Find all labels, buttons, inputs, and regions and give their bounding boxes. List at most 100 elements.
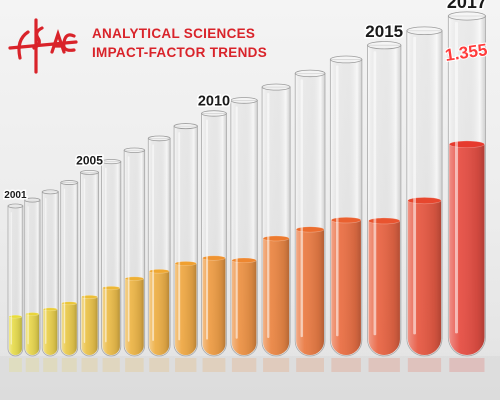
- tube-highlight-2009: [178, 132, 181, 341]
- tube-reflection-2017: [449, 358, 485, 372]
- tube-liquid-shade-2001: [9, 316, 22, 355]
- year-label-2010: 2010: [198, 93, 230, 109]
- jsac-logo: [8, 18, 78, 74]
- tube-highlight-2011: [235, 106, 238, 339]
- tube-reflection-2011: [231, 358, 257, 372]
- year-label-2015: 2015: [365, 22, 403, 41]
- tube-liquid-surface-2016: [407, 197, 442, 205]
- year-label-2017: 2017: [447, 0, 487, 12]
- tube-liquid-shade-2014: [331, 220, 361, 355]
- title-line-1: ANALYTICAL SCIENCES: [92, 26, 256, 41]
- tube-liquid-surface-2011: [231, 257, 257, 264]
- tube-liquid-shade-2012: [263, 238, 290, 355]
- tube-reflection-2004: [61, 358, 77, 372]
- tube-liquid-surface-2001: [8, 314, 23, 319]
- tube-liquid-surface-2014: [331, 217, 362, 224]
- tube-reflection-2008: [149, 358, 170, 372]
- tube-rim-2017: [447, 11, 486, 21]
- tube-rim-2015: [367, 41, 402, 50]
- tube-rim-2006: [101, 159, 122, 165]
- tube-rim-2013: [294, 69, 326, 78]
- tube-reflection-2003: [43, 358, 58, 372]
- tube-rim-2012: [261, 83, 291, 91]
- tube-highlight-2017: [455, 22, 458, 334]
- tube-reflection-2012: [263, 358, 290, 372]
- tube-rim-2011: [230, 97, 258, 104]
- tube-reflection-2015: [368, 358, 400, 372]
- tube-highlight-2006: [105, 167, 107, 343]
- tube-liquid-surface-2012: [262, 235, 290, 242]
- tube-rim-2008: [147, 135, 171, 142]
- tube-reflection-2016: [407, 358, 442, 372]
- tube-highlight-2005: [83, 178, 86, 343]
- tube-reflection-2001: [9, 358, 22, 372]
- tube-rim-2001: [7, 203, 24, 209]
- tube-rim-2016: [406, 26, 443, 36]
- tube-highlight-2007: [127, 156, 130, 342]
- tube-liquid-shade-2006: [102, 288, 120, 355]
- tube-liquid-surface-2009: [174, 261, 197, 266]
- brand-header: ANALYTICAL SCIENCES IMPACT-FACTOR TRENDS: [6, 14, 267, 76]
- tube-highlight-2012: [267, 93, 270, 338]
- tube-liquid-shade-2002: [25, 314, 40, 355]
- tube-highlight-2013: [300, 79, 303, 338]
- tube-rim-2005: [80, 170, 99, 175]
- tube-highlight-2002: [27, 206, 29, 345]
- tube-reflection-2014: [331, 358, 361, 372]
- tube-highlight-2004: [63, 188, 66, 344]
- tube-liquid-shade-2007: [125, 278, 144, 355]
- tube-liquid-surface-2013: [295, 226, 325, 233]
- tube-highlight-2015: [373, 51, 377, 336]
- tube-liquid-surface-2008: [148, 268, 170, 274]
- tube-liquid-shade-2003: [43, 309, 58, 355]
- tube-highlight-2008: [152, 144, 154, 342]
- tube-reflection-2013: [296, 358, 324, 372]
- tube-rim-2004: [60, 180, 79, 185]
- tube-liquid-shade-2004: [61, 303, 77, 355]
- year-label-2005: 2005: [76, 153, 103, 167]
- floor-band: [0, 356, 500, 400]
- tube-liquid-surface-2015: [368, 217, 401, 225]
- tube-liquid-surface-2003: [42, 307, 58, 312]
- tube-liquid-surface-2005: [81, 295, 98, 299]
- tube-liquid-shade-2016: [407, 200, 442, 355]
- tube-rim-2007: [123, 147, 146, 153]
- chart-floor: [0, 356, 500, 400]
- tube-reflection-2010: [202, 358, 226, 372]
- tube-liquid-surface-2002: [25, 312, 40, 316]
- year-label-2001: 2001: [4, 190, 27, 201]
- tube-liquid-shade-2011: [231, 260, 257, 355]
- tube-reflection-2005: [81, 358, 98, 372]
- tube-rim-2014: [329, 55, 363, 64]
- tube-rim-2010: [201, 110, 227, 117]
- tube-reflection-2006: [102, 358, 120, 372]
- tube-liquid-surface-2004: [61, 301, 78, 306]
- tube-reflection-2009: [175, 358, 197, 372]
- tube-liquid-shade-2017: [449, 144, 485, 355]
- tube-liquid-surface-2007: [124, 276, 144, 281]
- tube-reflection-2007: [125, 358, 144, 372]
- tube-highlight-2010: [206, 119, 209, 340]
- tube-liquid-shade-2010: [202, 258, 226, 355]
- tube-group: [7, 11, 486, 372]
- tube-rim-2003: [41, 189, 59, 195]
- tube-highlight-2016: [413, 36, 417, 335]
- title-line-2: IMPACT-FACTOR TRENDS: [92, 45, 268, 60]
- tube-highlight-2003: [45, 197, 47, 344]
- tube-rim-2002: [24, 197, 41, 203]
- tube-rim-2009: [173, 123, 198, 130]
- tube-liquid-shade-2008: [149, 271, 170, 355]
- tube-liquid-shade-2005: [81, 296, 98, 355]
- tube-liquid-surface-2017: [449, 140, 485, 148]
- tube-highlight-2001: [10, 212, 12, 345]
- tube-liquid-shade-2009: [175, 263, 197, 356]
- tube-liquid-shade-2013: [296, 229, 324, 356]
- tube-liquid-shade-2015: [368, 220, 400, 355]
- tube-liquid-surface-2010: [202, 255, 226, 261]
- tube-liquid-surface-2006: [102, 285, 121, 291]
- tube-highlight-2014: [336, 65, 339, 337]
- tube-reflection-2002: [25, 358, 40, 372]
